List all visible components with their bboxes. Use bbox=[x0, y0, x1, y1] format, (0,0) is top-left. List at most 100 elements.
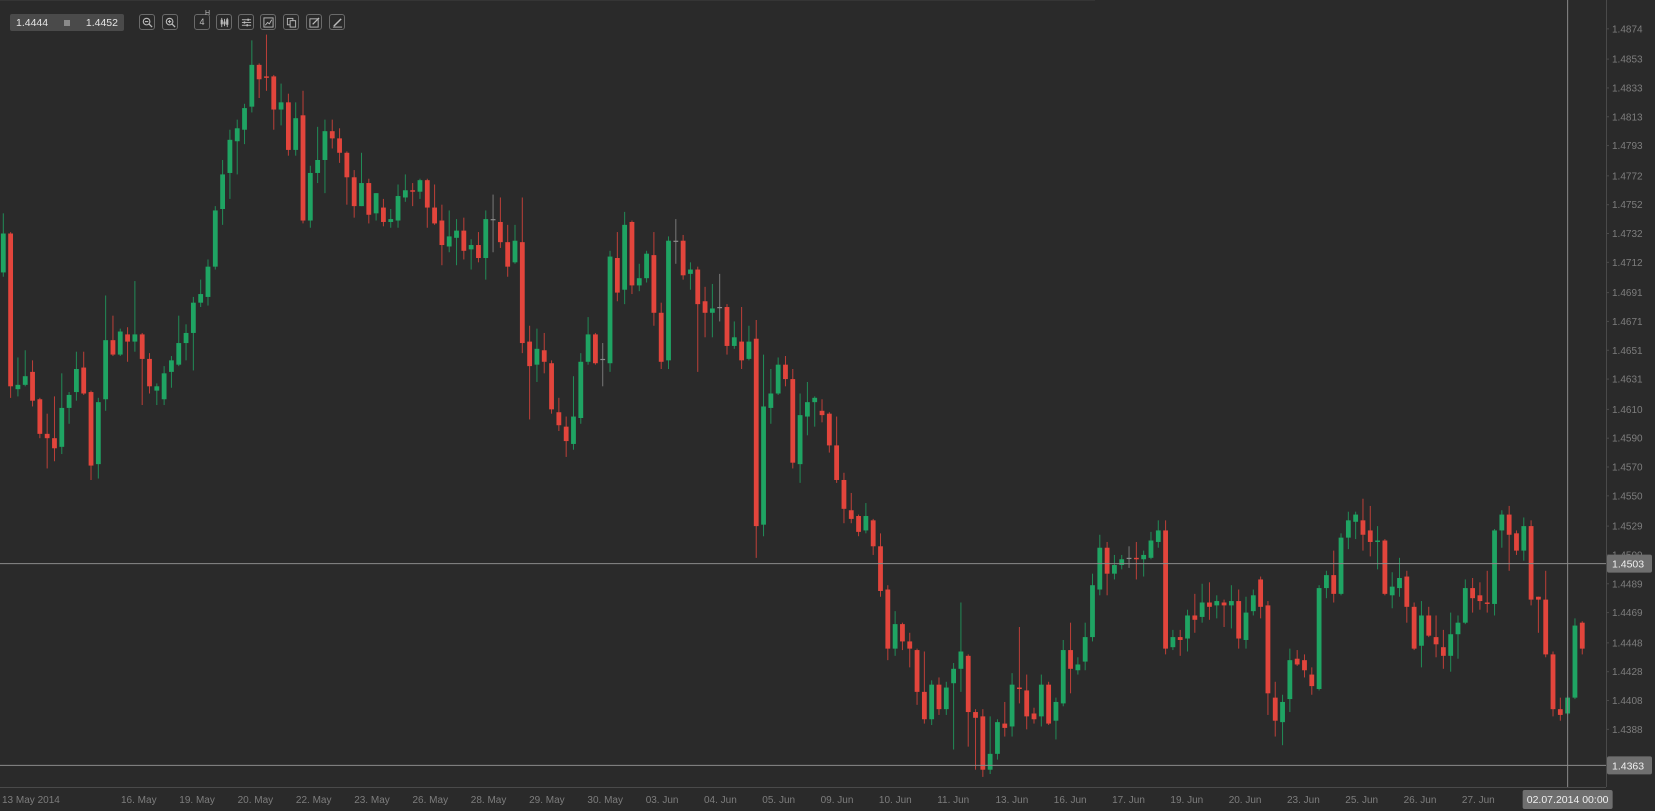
zoom-out-button[interactable] bbox=[139, 14, 155, 30]
candle-body bbox=[739, 341, 745, 361]
candle bbox=[1419, 601, 1424, 668]
candle bbox=[424, 178, 430, 228]
candle bbox=[863, 503, 869, 534]
candle bbox=[1207, 582, 1212, 620]
candle-body bbox=[1060, 650, 1066, 704]
candle-body bbox=[1375, 540, 1380, 542]
crosshair-date-label: 02.07.2014 00:00 bbox=[1527, 794, 1609, 806]
candle bbox=[958, 602, 964, 692]
candle bbox=[249, 40, 255, 113]
candle bbox=[1521, 517, 1527, 561]
candle-body bbox=[651, 255, 657, 313]
candle bbox=[497, 197, 503, 248]
candle bbox=[1543, 570, 1549, 658]
candle bbox=[1075, 657, 1081, 675]
candle-body bbox=[351, 177, 357, 207]
candle bbox=[256, 63, 262, 99]
candle bbox=[753, 319, 759, 558]
candle bbox=[848, 492, 854, 524]
draw-button[interactable] bbox=[329, 14, 345, 30]
candle-body bbox=[359, 183, 364, 207]
time-axis[interactable]: 13 May 2014 16. May 19. May 20. May 22. May 2… bbox=[0, 787, 1606, 807]
candle-body bbox=[1097, 547, 1103, 590]
candle-body bbox=[812, 397, 818, 403]
candle-body bbox=[454, 230, 459, 238]
candle bbox=[95, 397, 101, 479]
candle-body bbox=[505, 242, 511, 267]
price-tick-label: 1.4590 bbox=[1612, 434, 1643, 445]
candle-body bbox=[1492, 530, 1497, 604]
candle bbox=[1002, 701, 1008, 737]
candle bbox=[1068, 622, 1073, 694]
candle-body bbox=[8, 233, 14, 387]
candle-body bbox=[1199, 602, 1205, 617]
chart-toolbar: 1.4444 1.4452 4 H bbox=[10, 10, 345, 31]
candle-body bbox=[30, 371, 35, 401]
candle bbox=[878, 533, 883, 597]
candle-body bbox=[1236, 601, 1242, 639]
candle bbox=[921, 651, 927, 724]
candle bbox=[943, 681, 949, 715]
candle bbox=[1294, 650, 1300, 666]
candle bbox=[1163, 520, 1168, 655]
zoom-out-icon bbox=[142, 17, 153, 28]
candle bbox=[826, 412, 832, 453]
candle bbox=[227, 129, 233, 199]
candle-body bbox=[1119, 559, 1125, 566]
chart-scale-button[interactable] bbox=[260, 14, 276, 30]
candle bbox=[1316, 585, 1322, 691]
candle bbox=[190, 296, 196, 371]
candle-body bbox=[242, 108, 247, 130]
candle-body bbox=[278, 102, 284, 110]
candle-body bbox=[622, 224, 628, 290]
candle-body bbox=[600, 358, 606, 361]
candle bbox=[1324, 570, 1329, 599]
candle-body bbox=[395, 196, 401, 221]
candle bbox=[490, 194, 496, 253]
price-tick-label: 1.4388 bbox=[1612, 725, 1643, 736]
candle-body bbox=[929, 684, 935, 720]
bid-ask-box[interactable]: 1.4444 1.4452 bbox=[10, 14, 124, 31]
candle-body bbox=[220, 174, 225, 210]
candle-body bbox=[417, 180, 423, 192]
edit-button[interactable] bbox=[306, 14, 322, 30]
candle bbox=[183, 324, 189, 361]
candle-body bbox=[702, 301, 708, 313]
candle-body bbox=[1579, 622, 1585, 649]
timeframe-button[interactable]: 4 H bbox=[194, 10, 210, 30]
candle-body bbox=[1031, 713, 1037, 720]
candle bbox=[797, 393, 803, 483]
candle bbox=[995, 719, 1000, 760]
candle-body bbox=[1177, 637, 1183, 640]
candle bbox=[717, 273, 723, 322]
candle-body bbox=[1272, 697, 1278, 721]
indicators-button[interactable] bbox=[238, 14, 254, 30]
candle-body bbox=[264, 76, 269, 78]
candle-body bbox=[1440, 647, 1446, 656]
candle-body bbox=[110, 340, 116, 355]
candle bbox=[1031, 707, 1037, 724]
candle bbox=[147, 353, 152, 394]
candle-body bbox=[271, 76, 277, 110]
candle-body bbox=[439, 220, 445, 246]
zoom-in-button[interactable] bbox=[162, 14, 178, 30]
chart-style-button[interactable] bbox=[216, 14, 232, 30]
candle-body bbox=[1455, 622, 1461, 635]
candle bbox=[1360, 498, 1366, 551]
candle bbox=[607, 250, 613, 372]
candle-body bbox=[1316, 588, 1322, 689]
candle-body bbox=[44, 433, 50, 439]
candle bbox=[951, 663, 956, 750]
candle bbox=[395, 184, 401, 228]
sliders-icon bbox=[241, 18, 251, 26]
candle bbox=[534, 328, 540, 382]
copy-button[interactable] bbox=[283, 14, 299, 30]
candle bbox=[1046, 681, 1052, 726]
candle-body bbox=[483, 219, 489, 259]
candle bbox=[344, 151, 350, 205]
candle-body bbox=[1367, 530, 1373, 542]
candle-body bbox=[1228, 601, 1234, 606]
candle bbox=[936, 677, 942, 715]
candle bbox=[103, 295, 109, 411]
